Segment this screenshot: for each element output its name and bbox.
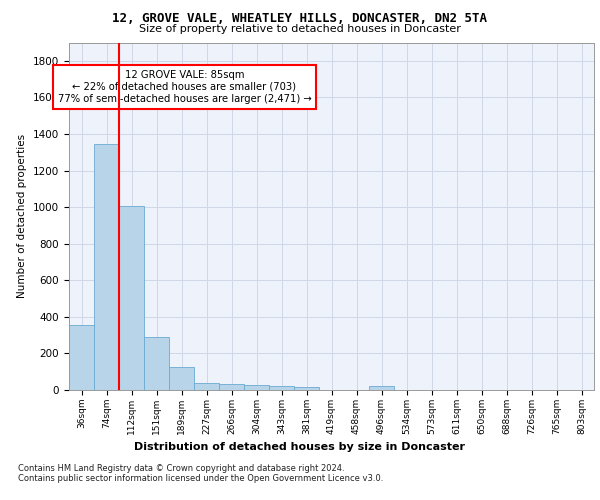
Bar	[194, 382, 219, 390]
Bar	[69, 325, 94, 390]
Bar	[294, 388, 319, 390]
Text: 12 GROVE VALE: 85sqm
← 22% of detached houses are smaller (703)
77% of semi-deta: 12 GROVE VALE: 85sqm ← 22% of detached h…	[58, 70, 311, 104]
Text: Distribution of detached houses by size in Doncaster: Distribution of detached houses by size …	[134, 442, 466, 452]
Bar	[119, 206, 144, 390]
Bar	[94, 144, 119, 390]
Bar	[169, 367, 194, 390]
Bar	[369, 386, 394, 390]
Bar	[219, 384, 244, 390]
Text: 12, GROVE VALE, WHEATLEY HILLS, DONCASTER, DN2 5TA: 12, GROVE VALE, WHEATLEY HILLS, DONCASTE…	[113, 12, 487, 26]
Text: Size of property relative to detached houses in Doncaster: Size of property relative to detached ho…	[139, 24, 461, 34]
Text: Contains public sector information licensed under the Open Government Licence v3: Contains public sector information licen…	[18, 474, 383, 483]
Y-axis label: Number of detached properties: Number of detached properties	[17, 134, 28, 298]
Text: Contains HM Land Registry data © Crown copyright and database right 2024.: Contains HM Land Registry data © Crown c…	[18, 464, 344, 473]
Bar	[269, 386, 294, 390]
Bar	[244, 385, 269, 390]
Bar	[144, 337, 169, 390]
